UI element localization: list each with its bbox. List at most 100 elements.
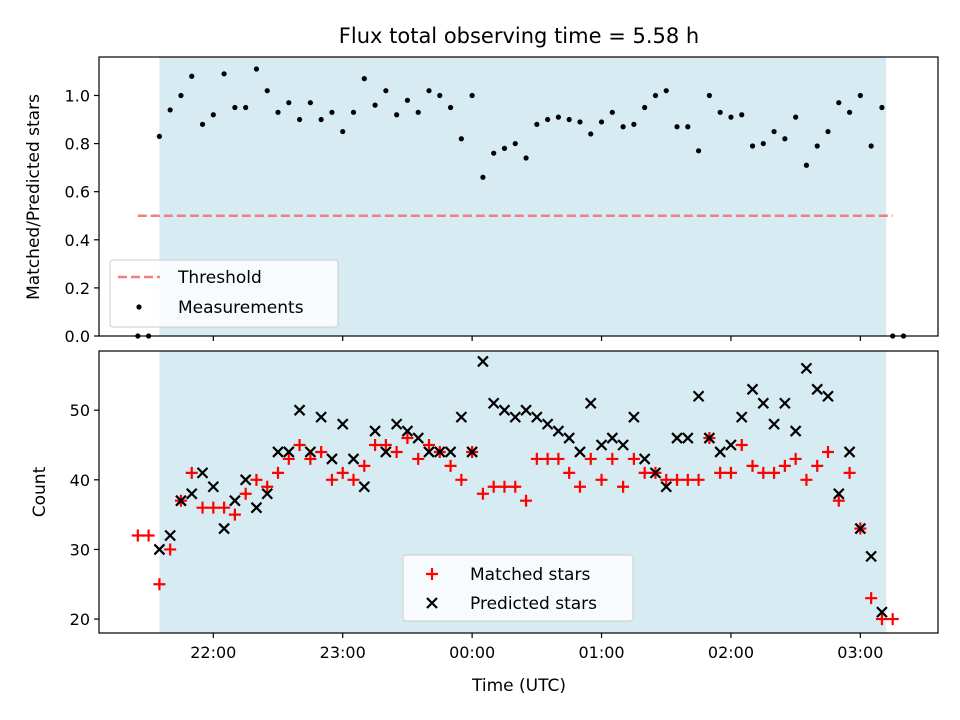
measurement-point: [857, 92, 863, 99]
predicted-star-point: [800, 362, 813, 375]
bottom-x-ticks: 22:00 23:00 00:00 01:00 02:00 03:00: [190, 633, 883, 662]
top-axes-frame: [98, 56, 939, 337]
matched-star-point: [401, 432, 414, 445]
predicted-star-point: [164, 529, 176, 542]
predicted-star-point: [175, 494, 187, 507]
predicted-star-point: [822, 390, 834, 403]
matched-star-point: [746, 459, 759, 472]
matched-star-point: [250, 473, 263, 486]
measurement-point: [286, 100, 292, 106]
predicted-star-point: [185, 487, 198, 500]
matched-star-point: [735, 439, 748, 451]
top-panel: 0.0 0.2 0.4 0.6 0.8 1.0 Matched/Predicted sta…: [24, 56, 939, 346]
measurement-point: [728, 114, 734, 120]
matched-star-point: [865, 592, 878, 605]
bottom-y-axis-label: Count: [30, 466, 50, 517]
predicted-star-point: [541, 418, 554, 430]
matched-star-point: [293, 439, 306, 451]
measurement-point: [782, 136, 788, 142]
predicted-star-point: [261, 487, 274, 500]
matched-star-point: [800, 473, 813, 486]
matched-star-point: [724, 466, 737, 479]
x-tick-label: 03:00: [837, 643, 883, 662]
matched-star-point: [573, 480, 586, 493]
matched-star-point: [261, 480, 274, 493]
matched-star-point: [207, 501, 220, 514]
predicted-star-point: [315, 411, 327, 423]
y-tick-label: 30: [70, 540, 90, 559]
predicted-star-point: [466, 446, 478, 458]
predicted-star-point: [326, 453, 338, 465]
matched-star-point: [153, 578, 166, 591]
measurement-points: [135, 66, 907, 339]
matched-star-point: [552, 452, 565, 465]
measurement-point: [566, 116, 572, 123]
predicted-star-point: [380, 446, 392, 458]
predicted-star-point: [660, 481, 673, 493]
matched-star-point: [164, 543, 177, 556]
measurement-point: [620, 124, 626, 130]
measurement-point: [868, 143, 874, 149]
predicted-star-point: [196, 467, 209, 479]
predicted-star-point: [789, 425, 802, 437]
measurement-point: [318, 116, 324, 123]
matched-star-point: [272, 466, 285, 479]
predicted-star-point: [423, 446, 435, 458]
matched-star-point: [638, 466, 651, 479]
measurement-point: [437, 92, 443, 99]
matched-star-point: [196, 501, 209, 514]
measurement-point: [221, 71, 227, 77]
x-tick-label: 00:00: [449, 643, 495, 662]
matched-star-point: [185, 466, 198, 479]
predicted-star-point: [703, 432, 716, 444]
matched-star-point: [369, 439, 382, 451]
measurement-point: [771, 128, 777, 135]
measurement-point: [167, 107, 173, 113]
measurement-point: [296, 116, 303, 123]
predicted-star-point: [779, 397, 791, 409]
matched-star-point: [563, 466, 576, 479]
matched-star-point: [347, 473, 360, 486]
matched-star-point: [692, 473, 705, 486]
matched-star-point: [412, 452, 425, 465]
matched-star-point: [681, 473, 694, 486]
predicted-star-point: [153, 543, 166, 556]
matched-star-point: [509, 480, 522, 493]
predicted-star-point: [250, 501, 263, 514]
matched-star-point: [541, 452, 554, 465]
predicted-star-point: [843, 446, 856, 458]
top-legend: Threshold Measurements: [109, 259, 339, 328]
measurement-point: [394, 112, 400, 118]
predicted-star-point: [714, 446, 726, 458]
matched-star-point: [390, 445, 403, 458]
measurement-point: [545, 116, 551, 123]
measurement-point: [577, 119, 583, 125]
predicted-star-point: [649, 467, 662, 479]
measurement-point: [253, 66, 260, 72]
predicted-star-point: [671, 432, 683, 444]
measurement-point: [447, 104, 454, 111]
matched-star-point: [358, 459, 371, 472]
predicted-star-point: [735, 411, 748, 423]
predicted-star-point: [207, 481, 220, 493]
measurement-point: [793, 114, 799, 120]
measurement-point: [642, 104, 648, 111]
measurement-point: [491, 150, 497, 156]
matched-star-point: [768, 466, 781, 479]
measurement-point: [404, 97, 411, 103]
measurement-point: [501, 145, 508, 151]
matched-star-point: [239, 487, 252, 500]
predicted-star-point: [811, 383, 823, 396]
measurement-point: [760, 140, 766, 147]
predicted-star-point: [433, 446, 446, 458]
bottom-legend-box: [402, 554, 634, 622]
measurement-point: [415, 109, 421, 115]
y-tick-label: 50: [70, 401, 90, 420]
predicted-star-point: [304, 446, 317, 458]
matched-star-point: [487, 480, 500, 493]
y-tick-label: 20: [70, 610, 90, 629]
top-y-axis-label: Matched/Predicted stars: [24, 94, 44, 300]
y-tick-label: 0.6: [65, 183, 90, 202]
measurement-point: [588, 131, 594, 137]
